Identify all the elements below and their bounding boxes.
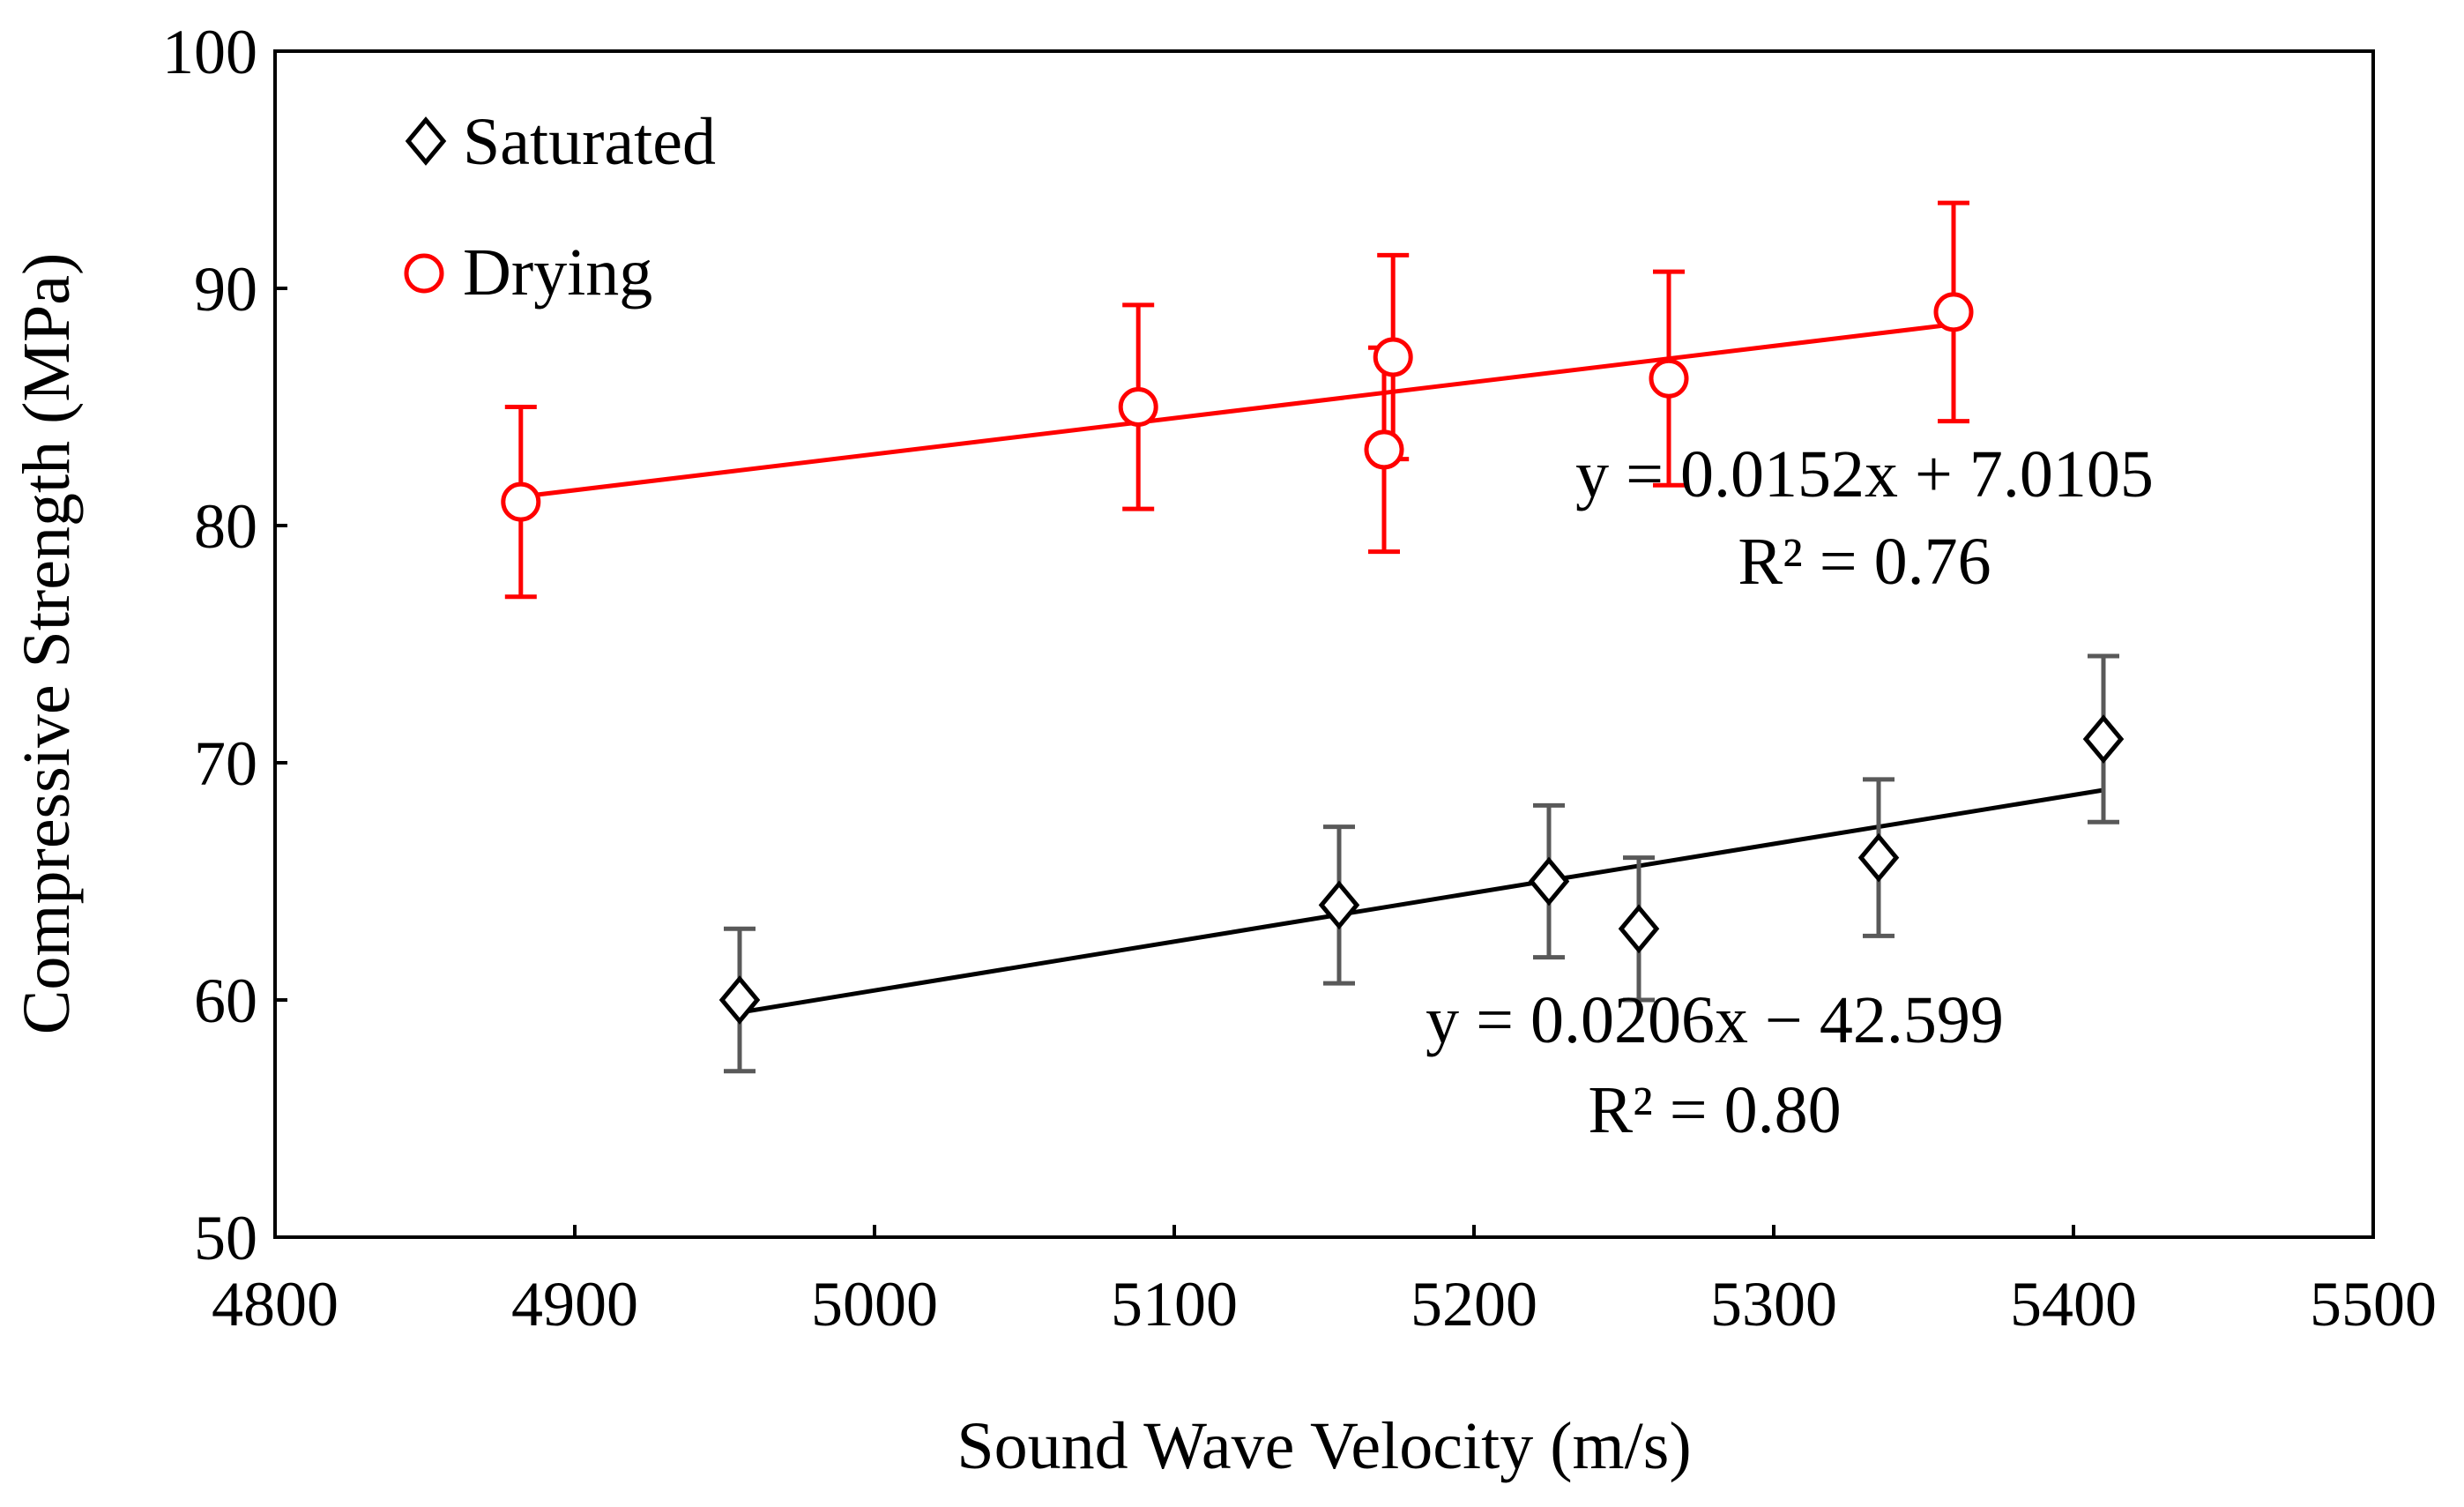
data-point-drying xyxy=(1933,292,1974,332)
x-tick-label: 4900 xyxy=(511,1269,638,1339)
data-point-saturated xyxy=(718,975,761,1025)
x-tick-label: 5400 xyxy=(2010,1269,2137,1339)
x-tick-label: 5200 xyxy=(1411,1269,1537,1339)
legend-diamond-marker xyxy=(405,116,447,166)
y-tick-label: 50 xyxy=(194,1203,257,1273)
equation-drying-line: y = 0.0152x + 7.0105 xyxy=(1575,437,2154,511)
series-saturated xyxy=(718,653,2125,1074)
x-tick-label: 5500 xyxy=(2310,1269,2437,1339)
x-tick-label: 5000 xyxy=(811,1269,938,1339)
y-tick-label: 100 xyxy=(162,17,257,87)
data-point-drying xyxy=(1364,429,1404,470)
y-tick-label: 90 xyxy=(194,254,257,325)
legend-item-drying: Drying xyxy=(404,235,652,310)
x-tick-label: 4800 xyxy=(212,1269,339,1339)
equation-saturated-line: y = 0.0206x − 42.599 xyxy=(1426,983,2004,1057)
legend-label-saturated: Saturated xyxy=(463,105,716,179)
legend: Saturated Drying xyxy=(404,105,716,310)
series-layer xyxy=(501,200,2125,1074)
y-axis-ticks: 50 60 70 80 90 100 xyxy=(162,17,287,1273)
data-point-saturated xyxy=(1528,856,1570,906)
r2-saturated: R² = 0.80 xyxy=(1588,1073,1841,1147)
trendline-saturated xyxy=(739,787,2104,1015)
data-point-saturated xyxy=(1318,880,1360,930)
y-tick-label: 70 xyxy=(194,728,257,799)
legend-item-saturated: Saturated xyxy=(405,105,716,179)
x-tick-label: 5100 xyxy=(1111,1269,1238,1339)
r2-drying: R² = 0.76 xyxy=(1738,525,1991,599)
y-tick-label: 80 xyxy=(194,491,257,562)
data-point-drying xyxy=(1649,358,1689,399)
y-tick-label: 60 xyxy=(194,966,257,1036)
x-axis-ticks: 4800 4900 5000 5100 5200 5300 5400 5500 xyxy=(212,1225,2437,1339)
data-point-saturated xyxy=(1618,904,1660,954)
legend-circle-marker xyxy=(404,253,444,294)
data-point-saturated xyxy=(2082,714,2125,765)
x-axis-label: Sound Wave Velocity (m/s) xyxy=(957,1409,1691,1483)
data-point-drying xyxy=(501,481,541,522)
legend-label-drying: Drying xyxy=(463,235,652,310)
data-point-saturated xyxy=(1857,832,1900,883)
x-tick-label: 5300 xyxy=(1710,1269,1837,1339)
trendline-drying xyxy=(520,322,1954,499)
data-point-drying xyxy=(1373,337,1413,377)
plot-area-frame xyxy=(273,49,2375,1239)
data-point-drying xyxy=(1118,387,1158,427)
equation-drying: y = 0.0152x + 7.0105 R² = 0.76 xyxy=(1575,437,2154,599)
equation-saturated: y = 0.0206x − 42.599 R² = 0.80 xyxy=(1426,983,2004,1147)
series-drying xyxy=(501,200,1974,600)
y-axis-label: Compressive Strength (MPa) xyxy=(10,253,84,1035)
